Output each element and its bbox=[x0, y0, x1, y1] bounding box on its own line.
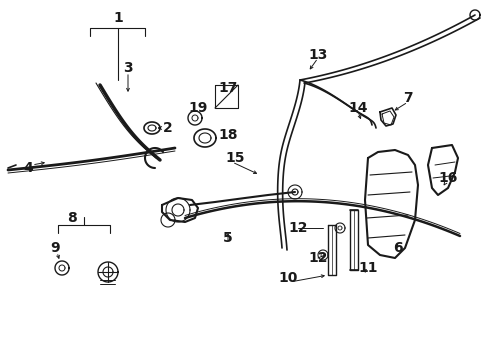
Text: 10: 10 bbox=[278, 271, 297, 285]
Text: 14: 14 bbox=[347, 101, 367, 115]
Text: 7: 7 bbox=[403, 91, 412, 105]
Text: 15: 15 bbox=[225, 151, 244, 165]
Text: 1: 1 bbox=[113, 11, 122, 25]
Text: 12: 12 bbox=[307, 251, 327, 265]
Text: 5: 5 bbox=[223, 231, 232, 245]
Text: 13: 13 bbox=[307, 48, 327, 62]
Text: 12: 12 bbox=[287, 221, 307, 235]
Text: 19: 19 bbox=[188, 101, 207, 115]
Text: 9: 9 bbox=[50, 241, 60, 255]
Text: 2: 2 bbox=[163, 121, 173, 135]
Text: 16: 16 bbox=[437, 171, 457, 185]
Text: 4: 4 bbox=[23, 161, 33, 175]
Text: 3: 3 bbox=[123, 61, 133, 75]
Text: 11: 11 bbox=[358, 261, 377, 275]
Text: 8: 8 bbox=[67, 211, 77, 225]
Text: 18: 18 bbox=[218, 128, 237, 142]
Text: 17: 17 bbox=[218, 81, 237, 95]
Text: 6: 6 bbox=[392, 241, 402, 255]
